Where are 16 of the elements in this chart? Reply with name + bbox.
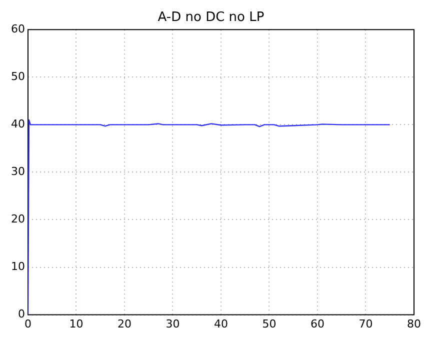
x-tick-label: 40 [214,317,228,330]
y-tick-label: 10 [10,260,25,274]
x-tick-label: 20 [118,317,132,330]
y-tick-label: 30 [10,165,25,178]
x-tick-label: 80 [407,317,421,330]
x-tick-label: 10 [69,317,84,330]
x-tick-label: 70 [358,317,373,330]
x-tick-label: 60 [310,317,324,330]
y-tick-label: 40 [10,118,25,131]
x-tick-label: 50 [262,317,276,330]
y-tick-label: 60 [10,22,25,36]
x-tick-label: 30 [166,317,180,330]
y-tick-label: 20 [10,212,25,226]
y-tick-label: 50 [10,70,25,83]
chart-title: A-D no DC no LP [158,10,264,26]
y-tick-label: 0 [18,308,25,321]
